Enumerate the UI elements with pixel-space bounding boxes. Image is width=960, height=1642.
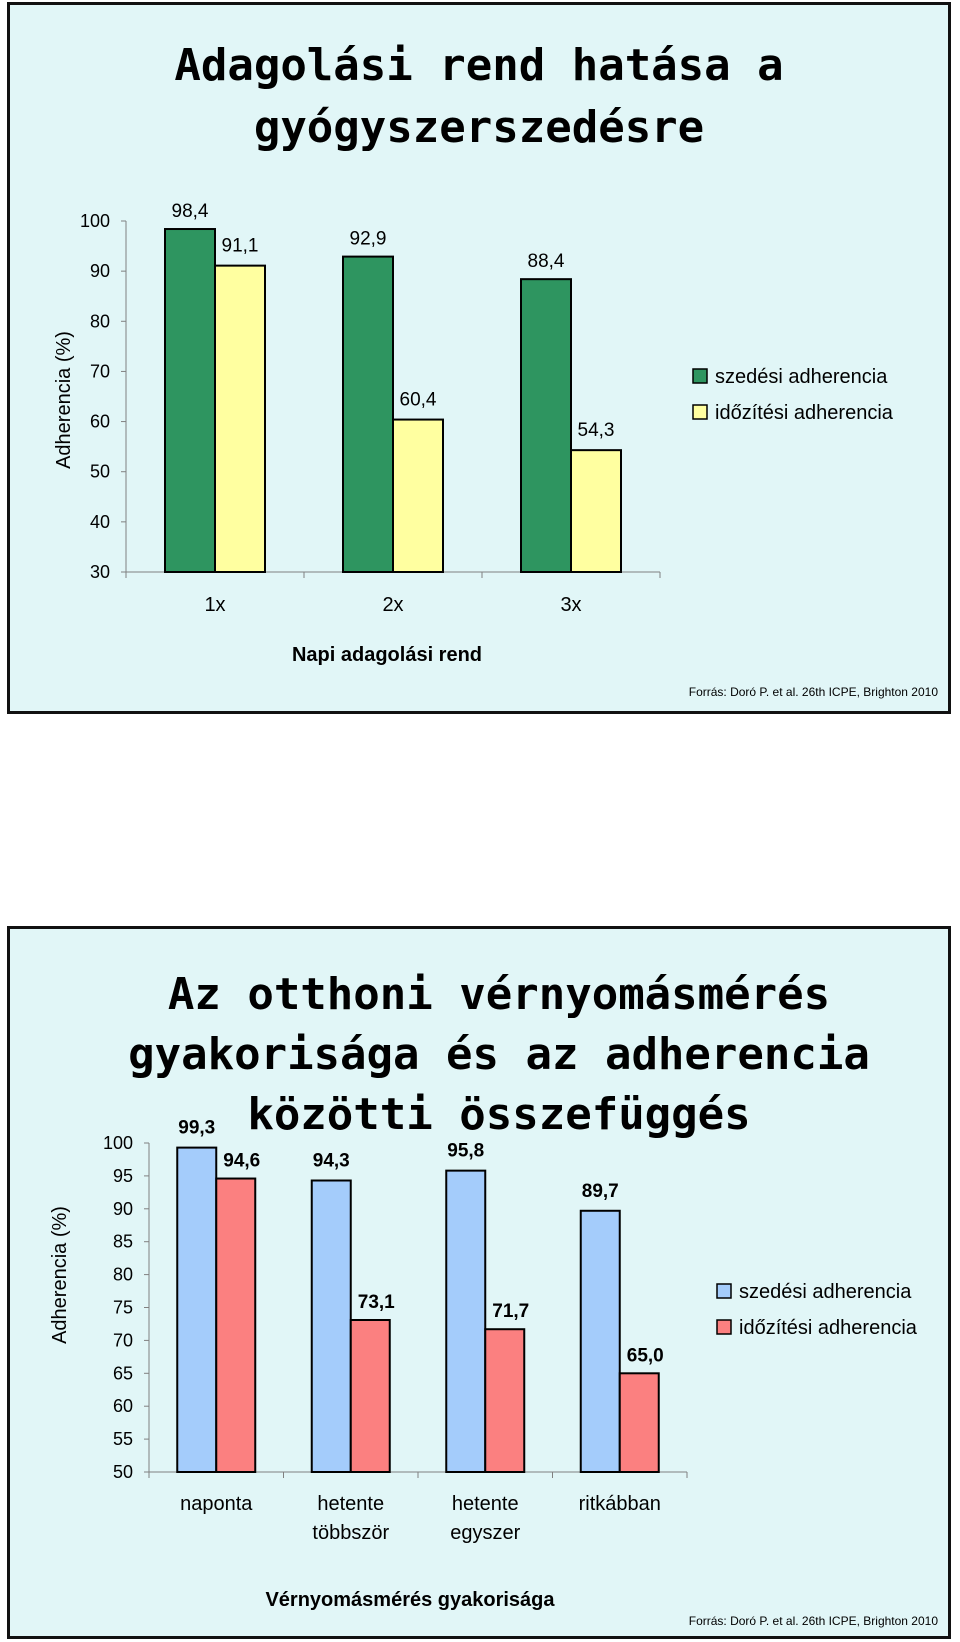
legend-label: szedési adherencia [715,366,888,388]
y-tick-label: 30 [90,562,110,582]
legend-swatch [716,1319,732,1335]
y-tick-label: 60 [90,412,110,432]
y-tick-label: 60 [113,1396,133,1416]
chart-title: Az otthoni vérnyomásmérés gyakorisága és… [128,969,870,1140]
bar [484,1328,526,1473]
data-label: 60,4 [400,390,437,411]
bar [349,1319,391,1474]
x-tick-label: egyszer [450,1522,520,1544]
data-label: 94,3 [313,1151,350,1172]
y-tick-label: 95 [113,1166,133,1186]
bar-chart-2: 50 55 60 65 70 75 80 85 90 95 100 naponta hetente töb… [49,1118,918,1611]
y-tick-label: 40 [90,512,110,532]
y-tick-label: 70 [113,1330,133,1350]
legend-label: szedési adherencia [739,1281,912,1303]
bar [342,255,394,573]
y-tick-label: 50 [113,1462,133,1482]
y-tick-label: 90 [90,261,110,281]
data-label: 71,7 [492,1301,529,1322]
chart-title: Adagolási rend hatása a gyógyszerszedésr… [174,40,784,153]
y-tick-label: 90 [113,1199,133,1219]
y-tick-label: 100 [103,1133,133,1153]
x-tick-label: ritkábban [579,1493,661,1515]
data-label: 65,0 [627,1345,664,1366]
legend-label: időzítési adherencia [739,1317,918,1339]
data-label: 54,3 [578,420,615,441]
legend-label: időzítési adherencia [715,402,894,424]
bar [215,1177,257,1473]
x-tick-label: 2x [382,594,403,616]
data-label: 98,4 [172,201,209,222]
bar [618,1372,660,1473]
bar [445,1169,487,1474]
x-tick-label: többször [312,1522,389,1544]
bar [176,1146,218,1474]
bar [570,449,622,574]
source-note: Forrás: Doró P. et al. 26th ICPE, Bright… [688,685,938,699]
x-tick-label: 1x [204,594,225,616]
y-tick-label: 55 [113,1429,133,1449]
x-tick-label: 3x [560,594,581,616]
bar [164,228,216,573]
legend-swatch [692,368,708,384]
x-axis-title: Vérnyomásmérés gyakorisága [265,1589,555,1611]
bar [214,264,266,573]
y-tick-label: 65 [113,1363,133,1383]
chart-slide-1: Adagolási rend hatása a gyógyszerszedésr… [7,2,951,714]
y-tick-label: 75 [113,1298,133,1318]
y-tick-label: 50 [90,462,110,482]
bar [520,278,572,573]
x-tick-label: hetente [452,1493,519,1515]
chart-slide-2: Az otthoni vérnyomásmérés gyakorisága és… [7,926,951,1639]
y-tick-label: 80 [113,1265,133,1285]
legend-swatch [692,404,708,420]
x-tick-label: naponta [180,1493,253,1515]
y-tick-label: 70 [90,361,110,381]
data-label: 73,1 [358,1292,395,1313]
data-label: 91,1 [222,236,259,257]
bar [310,1179,352,1473]
bar [392,418,444,573]
y-tick-label: 80 [90,311,110,331]
y-axis-title: Adherencia (%) [49,1206,71,1344]
data-label: 89,7 [582,1181,619,1202]
y-tick-label: 85 [113,1232,133,1252]
y-axis-title: Adherencia (%) [53,331,75,469]
y-tick-label: 100 [80,211,110,231]
data-label: 94,6 [223,1151,260,1172]
bar-chart-1: 30 40 50 60 70 80 90 100 1x 2x 3x 98,4 92,9 88,4 91,1 6… [53,201,894,666]
source-note: Forrás: Doró P. et al. 26th ICPE, Bright… [688,1614,938,1628]
bar [579,1209,621,1473]
data-label: 95,8 [447,1141,484,1162]
data-label: 88,4 [528,251,565,272]
x-axis-title: Napi adagolási rend [292,644,482,666]
x-tick-label: hetente [317,1493,384,1515]
data-label: 99,3 [178,1118,215,1139]
data-label: 92,9 [350,229,387,250]
legend-swatch [716,1283,732,1299]
